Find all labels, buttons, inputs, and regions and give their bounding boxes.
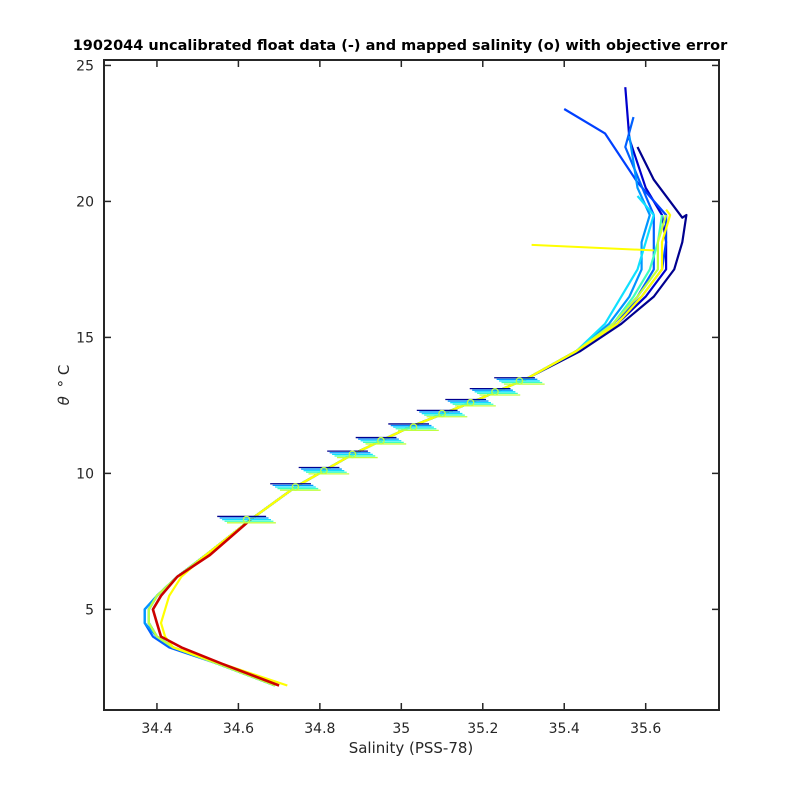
x-tick-label: 35.2 xyxy=(467,721,498,737)
chart-title: 1902044 uncalibrated float data (-) and … xyxy=(73,38,728,54)
plot-border xyxy=(103,59,720,711)
y-tick-label: 20 xyxy=(76,194,94,210)
x-tick-label: 35 xyxy=(392,721,410,737)
mapped-salinity-point xyxy=(466,398,475,407)
mapped-salinity-point xyxy=(242,515,251,524)
svg-text:θ ° C: θ ° C xyxy=(55,365,73,406)
x-tick-label: 34.6 xyxy=(223,721,254,737)
x-tick-label: 34.8 xyxy=(304,721,335,737)
y-axis-symbol: θ xyxy=(55,396,73,405)
mapped-salinity-markers xyxy=(217,377,545,524)
mapped-salinity-point xyxy=(409,423,418,432)
y-axis-title: θ ° C xyxy=(55,365,73,406)
mapped-salinity-point xyxy=(291,483,300,491)
mapped-salinity-point xyxy=(491,387,499,396)
profile-spike xyxy=(531,243,654,252)
x-tick-label: 34.4 xyxy=(141,721,172,737)
mapped-salinity-point xyxy=(320,466,328,475)
x-axis: 34.4 34.6 34.8 35 35.2 35.4 35.6 xyxy=(141,60,661,737)
y-tick-label: 15 xyxy=(76,330,94,346)
x-tick-label: 35.4 xyxy=(549,721,580,737)
y-tick-label: 25 xyxy=(76,58,94,74)
plot-area xyxy=(104,60,719,710)
mapped-salinity-point xyxy=(377,436,385,445)
x-axis-title: Salinity (PSS-78) xyxy=(349,739,474,757)
y-axis: 5 10 15 20 25 xyxy=(76,58,719,618)
mapped-salinity-point xyxy=(515,377,524,385)
profile-line xyxy=(151,518,280,687)
y-axis-unit: ° C xyxy=(55,365,73,388)
y-tick-label: 5 xyxy=(85,602,94,618)
mapped-salinity-point xyxy=(438,409,446,418)
y-tick-label: 10 xyxy=(76,466,94,482)
x-tick-label: 35.6 xyxy=(630,721,661,737)
mapped-salinity-point xyxy=(348,450,357,459)
